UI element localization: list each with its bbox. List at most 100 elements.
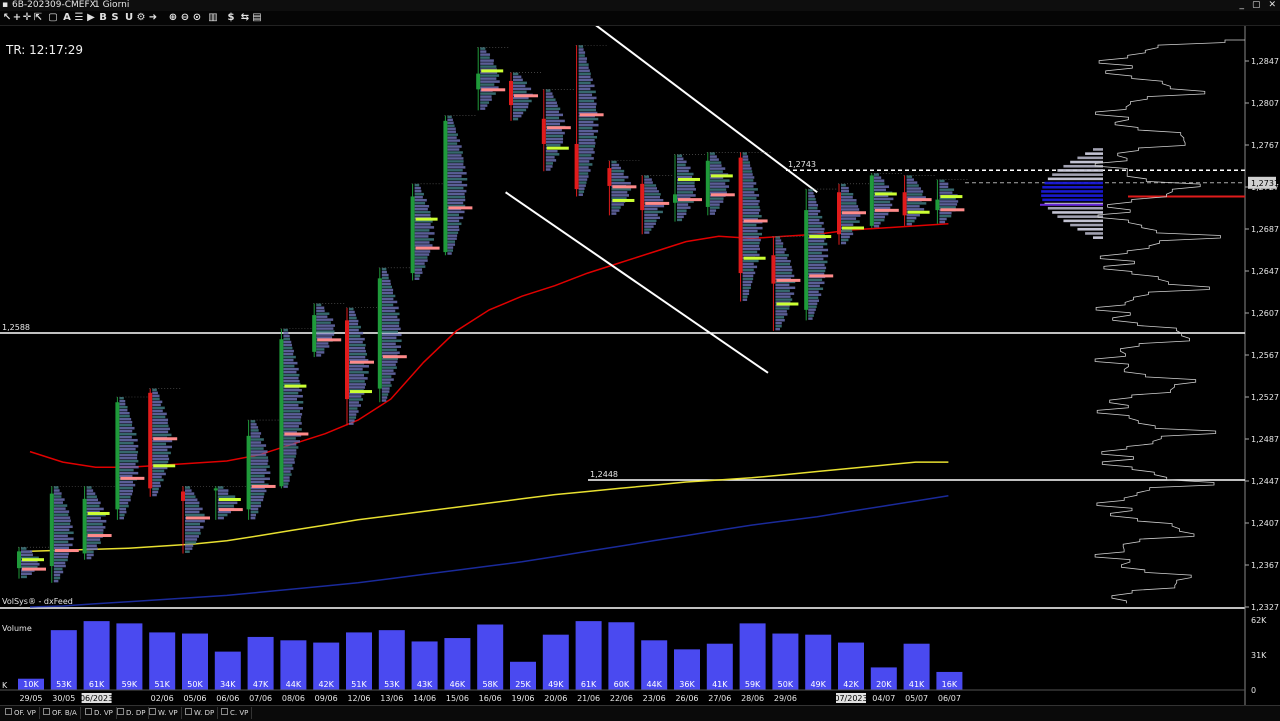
magnet-u-icon[interactable]: U	[124, 12, 134, 23]
poc-marker	[186, 516, 210, 520]
profile-row	[250, 477, 270, 481]
composite-profile	[1041, 148, 1103, 239]
profile-row	[545, 113, 564, 117]
profile-row	[447, 154, 462, 157]
profile-row	[185, 519, 205, 523]
tab-d-dp[interactable]: D. DP	[114, 707, 150, 719]
poc-marker	[481, 88, 506, 92]
tool-box-icon[interactable]: ▢	[48, 12, 58, 23]
minimize-button[interactable]: _	[1239, 0, 1244, 10]
volume-bar	[674, 649, 700, 690]
cross-icon[interactable]: ✛	[22, 12, 32, 23]
profile-row	[611, 188, 632, 191]
maximize-button[interactable]: ▢	[1251, 0, 1261, 10]
profile-row	[414, 256, 428, 259]
profile-row	[447, 130, 456, 133]
candle-body	[312, 315, 317, 352]
profile-row	[316, 306, 325, 309]
crosshair-icon[interactable]: +	[12, 12, 22, 23]
profile-row	[545, 131, 565, 135]
profile-row	[119, 486, 133, 490]
day-group-16-06	[476, 47, 510, 111]
profile-row	[709, 209, 717, 212]
tab-d-vp[interactable]: D. VP	[82, 707, 117, 719]
profile-row	[152, 406, 165, 410]
value-area-marker	[284, 384, 307, 388]
profile-row	[283, 364, 295, 368]
layout-icon[interactable]: ▤	[252, 12, 262, 23]
profile-row	[316, 330, 335, 333]
profile-row	[414, 195, 423, 199]
profile-row	[447, 213, 460, 217]
value-area-marker	[612, 198, 635, 202]
day-group-06-06	[213, 485, 247, 520]
tab-w-vp[interactable]: W. VP	[146, 707, 182, 719]
profile-row	[86, 489, 94, 492]
tab-of-b-a[interactable]: OF. B/A	[40, 707, 81, 719]
zoom-in-icon[interactable]: ⊕	[168, 12, 178, 23]
profile-row	[53, 567, 63, 571]
pointer-icon[interactable]: ⇱	[33, 12, 43, 23]
profile-row	[447, 225, 459, 229]
arrow-cursor-icon[interactable]: ↖	[2, 12, 12, 23]
arrow-right-icon[interactable]: ➜	[148, 12, 158, 23]
profile-row	[250, 471, 271, 475]
profile-row	[349, 419, 355, 422]
profile-row	[349, 368, 363, 371]
profile-row	[316, 318, 334, 321]
profile-row	[873, 215, 885, 219]
profile-row	[742, 206, 760, 209]
profile-row	[906, 181, 918, 184]
compare-icon[interactable]: ⇆	[240, 12, 250, 23]
volume-bar-label: 36K	[679, 680, 695, 689]
profile-row	[775, 268, 793, 272]
profile-row	[53, 561, 66, 565]
close-button[interactable]: ✕	[1268, 0, 1276, 10]
profile-row	[545, 137, 564, 141]
chart-canvas[interactable]: 1,28871,25881,24481,27431,28471,28071,27…	[0, 26, 1280, 705]
price-tick-label: 1,2367	[1251, 561, 1279, 570]
profile-row	[119, 420, 133, 424]
profile-row	[808, 299, 820, 302]
profile-row	[414, 253, 430, 256]
lines-tool-icon[interactable]: ☰	[74, 12, 84, 23]
profile-row	[283, 382, 301, 386]
bold-s-icon[interactable]: S	[111, 12, 119, 23]
date-axis-label: 06/2023	[80, 694, 113, 703]
profile-row	[152, 412, 167, 416]
zoom-reset-icon[interactable]: ⊙	[192, 12, 202, 23]
composite-profile-row	[1057, 215, 1103, 218]
profile-row	[316, 312, 330, 315]
tab-c-vp[interactable]: C. VP	[218, 707, 253, 719]
profile-row	[152, 409, 163, 413]
profile-row	[349, 346, 366, 350]
settings-icon[interactable]: ⚙	[136, 12, 146, 23]
profile-row	[381, 387, 390, 390]
profile-row	[349, 413, 357, 416]
profile-row	[152, 466, 168, 470]
tab-w-dp[interactable]: W. DP	[182, 707, 219, 719]
profile-row	[250, 510, 259, 514]
volume-bar-label: 61K	[581, 680, 597, 689]
play-icon[interactable]: ▶	[87, 12, 95, 23]
volume-bar-label: 44K	[286, 680, 302, 689]
profile-row	[381, 360, 398, 363]
bold-b-icon[interactable]: B	[99, 12, 107, 23]
profile-row	[86, 532, 104, 535]
profile-row	[381, 399, 387, 402]
profile-row	[414, 268, 423, 271]
price-tick-label: 1,2807	[1251, 99, 1279, 108]
zoom-out-icon[interactable]: ⊖	[180, 12, 190, 23]
profile-row	[152, 472, 166, 476]
profile-row	[414, 250, 431, 253]
bar-chart-icon[interactable]: ▥	[208, 12, 218, 23]
dollar-icon[interactable]: $	[227, 12, 235, 23]
text-tool-icon[interactable]: A	[63, 12, 71, 23]
tab-of-vp[interactable]: OF. VP	[2, 707, 40, 719]
profile-row	[742, 268, 754, 272]
profile-row	[939, 185, 949, 188]
profile-row	[578, 99, 595, 103]
profile-row	[250, 474, 265, 478]
profile-row	[119, 447, 136, 451]
profile-row	[578, 169, 591, 172]
